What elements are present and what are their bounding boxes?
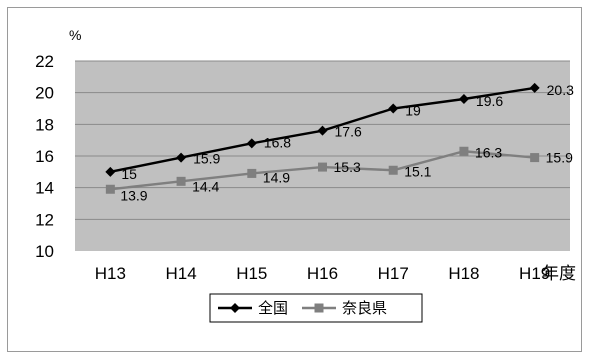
y-tick-label: 14	[35, 179, 54, 198]
y-axis-ticks: 10 12 14 16 18 20 22	[35, 52, 54, 261]
y-tick-label: 20	[35, 84, 54, 103]
data-label: 19.6	[476, 93, 503, 109]
data-label: 13.9	[120, 187, 147, 203]
y-tick-label: 16	[35, 147, 54, 166]
x-tick-label: H17	[378, 264, 409, 283]
x-tick-label: H19	[519, 264, 550, 283]
data-label: 15.9	[546, 150, 573, 166]
data-label: 19	[405, 103, 421, 119]
data-label: 15.1	[404, 163, 431, 179]
line-chart: 10 12 14 16 18 20 22 H13 H14 H15 H16 H17 H18 H19 % 年…	[35, 27, 576, 323]
series-2: 13.9 14.4 14.9 15.3 15.1 16.3 15.9	[105, 144, 573, 203]
data-label: 16.8	[264, 134, 291, 150]
data-point-square	[388, 165, 398, 175]
data-label: 20.3	[547, 82, 574, 98]
data-point-diamond	[458, 94, 469, 104]
data-point-square	[105, 184, 115, 194]
x-axis-ticks: H13 H14 H15 H16 H17 H18 H19	[95, 264, 550, 283]
data-label: 15	[121, 166, 137, 182]
data-point-diamond	[246, 138, 257, 149]
x-tick-label: H14	[165, 264, 196, 283]
data-point-square	[247, 168, 257, 178]
y-tick-label: 12	[35, 210, 54, 229]
data-label: 17.6	[335, 124, 362, 140]
legend: 全国 奈良県	[209, 293, 423, 323]
legend-label: 奈良県	[342, 300, 387, 317]
series-layer: 15 15.9 16.8 17.6 19 19.6 20.3 13.9 14.4 14.9 15.3…	[105, 82, 574, 203]
legend-item: 奈良県	[302, 300, 387, 317]
legend-marker-diamond	[230, 303, 240, 313]
legend-label: 全国	[258, 299, 288, 317]
data-point-diamond	[105, 166, 116, 177]
data-point-square	[318, 162, 327, 172]
x-tick-label: H13	[95, 264, 126, 283]
data-point-diamond	[176, 152, 187, 163]
series-1: 15 15.9 16.8 17.6 19 19.6 20.3	[105, 82, 574, 182]
data-point-square	[459, 146, 469, 156]
x-tick-label: H18	[448, 264, 479, 283]
y-tick-label: 22	[35, 52, 54, 71]
data-label: 14.9	[263, 169, 290, 185]
legend-item: 全国	[218, 299, 288, 317]
data-point-diamond	[388, 103, 399, 114]
data-label: 15.3	[334, 159, 361, 175]
legend-marker-square	[314, 303, 324, 313]
data-label: 14.4	[192, 178, 219, 194]
data-point-square	[530, 153, 540, 163]
chart-frame: 10 12 14 16 18 20 22 H13 H14 H15 H16 H17 H18 H19 % 年…	[7, 7, 582, 352]
data-label: 15.9	[193, 151, 220, 167]
x-tick-label: H16	[307, 264, 338, 283]
data-point-diamond	[529, 82, 540, 93]
data-point-square	[176, 176, 186, 186]
y-unit-label: %	[69, 27, 81, 43]
data-label: 16.3	[475, 144, 502, 160]
grid-lines	[75, 60, 570, 220]
y-tick-label: 18	[35, 115, 54, 134]
x-tick-label: H15	[236, 264, 267, 283]
y-tick-label: 10	[35, 242, 54, 261]
x-unit-label: 年度	[542, 264, 576, 283]
